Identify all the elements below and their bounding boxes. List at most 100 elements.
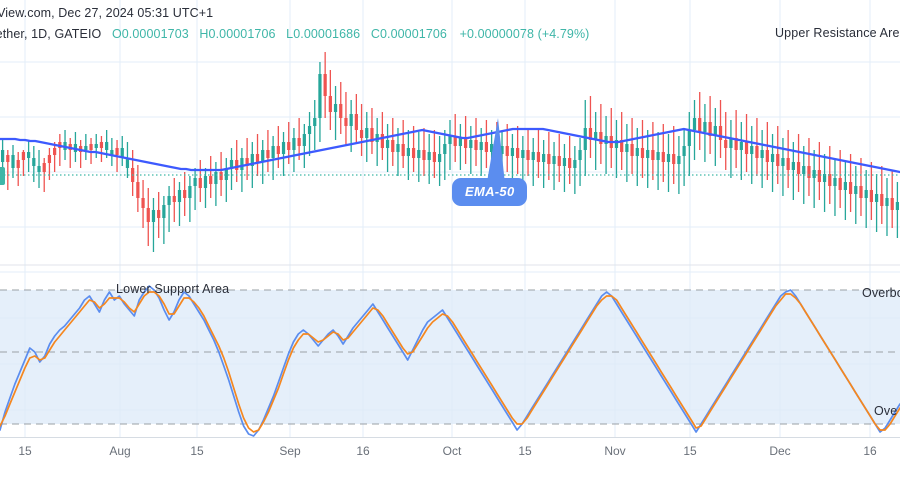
candle-body	[235, 160, 239, 170]
candle-body	[328, 96, 332, 112]
candle-body	[271, 146, 275, 158]
candle-body	[261, 150, 265, 162]
candle-body	[682, 146, 686, 156]
candle-body	[604, 136, 608, 144]
candle-body	[484, 142, 489, 152]
candle-body	[422, 150, 426, 160]
candle-body	[437, 154, 442, 162]
candle-body	[765, 150, 769, 162]
x-axis[interactable]: 15 Aug 15 Sep 16 Oct 15 Nov 15 Dec 16	[0, 437, 900, 465]
annotation-lower-support: Lower Support Area	[116, 282, 230, 296]
candle-body	[500, 146, 504, 154]
stochastic-line-pct-K	[0, 285, 900, 437]
annotation-overbought: Overbo	[862, 286, 900, 300]
candle-body	[838, 178, 842, 190]
candle-body	[401, 144, 405, 156]
x-axis-tick: 16	[863, 444, 877, 458]
candle-body	[490, 144, 494, 152]
candle-body	[157, 210, 161, 218]
chart-legend: ock/Tether, 1D, GATEIO O0.00001703 H0.00…	[0, 27, 589, 41]
candle-body	[744, 142, 749, 154]
candle-body	[656, 152, 660, 160]
annotation-upper-resistance: Upper Resistance Area	[775, 26, 900, 40]
legend-high: H0.00001706	[199, 27, 276, 41]
candle-body	[11, 155, 15, 168]
candle-body	[880, 194, 884, 206]
candle-body	[635, 148, 639, 156]
candle-body	[698, 118, 702, 132]
candle-body	[640, 148, 645, 158]
candle-body	[568, 158, 572, 168]
candle-body	[276, 146, 280, 154]
candle-body	[307, 126, 312, 134]
candle-body	[791, 162, 795, 170]
candle-body	[677, 156, 681, 164]
candle-body	[84, 146, 88, 150]
x-axis-tick: Nov	[604, 444, 626, 458]
candle-body	[105, 142, 109, 150]
candle-body	[770, 154, 775, 162]
candle-body	[542, 154, 546, 162]
legend-change: +0.00000078 (+4.79%)	[459, 27, 590, 41]
candle-body	[198, 178, 202, 188]
candle-body	[417, 150, 421, 158]
annotation-oversold: Ove	[874, 404, 898, 418]
candle-body	[713, 126, 717, 136]
candle-body	[162, 205, 166, 218]
candle-body	[599, 132, 603, 144]
candle-body	[349, 114, 353, 126]
candle-body	[458, 138, 463, 146]
candle-body	[843, 182, 847, 190]
candle-body	[750, 146, 754, 154]
candle-body	[333, 104, 338, 112]
candle-body	[890, 198, 894, 210]
candle-body	[718, 126, 723, 140]
candle-body	[292, 138, 296, 150]
candle-body	[661, 152, 665, 162]
candle-body	[562, 158, 567, 166]
ema-50-callout-label: EMA-50	[452, 178, 528, 206]
candle-body	[448, 136, 452, 144]
candle-body	[833, 178, 837, 186]
candle-body	[578, 150, 582, 160]
legend-close: C0.00001706	[370, 27, 447, 41]
candle-body	[0, 150, 5, 162]
candle-body	[724, 140, 728, 148]
x-axis-tick: 15	[683, 444, 697, 458]
candle-body	[385, 140, 390, 148]
candle-body	[854, 186, 858, 194]
candle-body	[339, 104, 343, 118]
legend-open: O0.00001703	[111, 27, 189, 41]
candle-body	[427, 152, 431, 160]
stochastic-line-pct-D	[0, 291, 900, 433]
legend-symbol: ock/Tether, 1D, GATEIO	[0, 27, 102, 41]
candle-body	[318, 74, 322, 118]
candle-body	[209, 176, 213, 184]
candle-body	[432, 152, 437, 162]
candle-body	[354, 114, 358, 130]
candle-body	[786, 158, 790, 170]
candle-body	[396, 144, 400, 152]
candle-body	[115, 148, 119, 155]
candle-body	[453, 136, 457, 146]
candle-body	[229, 160, 234, 168]
candle-body	[594, 132, 598, 140]
candle-body	[146, 208, 150, 222]
candle-body	[734, 138, 738, 150]
candle-body	[859, 186, 863, 198]
ema-50-callout-pointer	[487, 118, 505, 184]
candle-body	[323, 74, 327, 96]
candle-body	[177, 190, 182, 202]
candle-body	[120, 148, 124, 158]
candle-body	[864, 190, 868, 198]
candle-body	[531, 152, 535, 160]
candle-body	[646, 150, 650, 158]
candle-body	[625, 144, 629, 152]
candle-body	[620, 140, 624, 152]
candle-body	[760, 150, 764, 158]
x-axis-tick: Aug	[109, 444, 131, 458]
candle-body	[245, 158, 249, 166]
candle-body	[240, 158, 244, 170]
candle-body	[828, 174, 832, 186]
